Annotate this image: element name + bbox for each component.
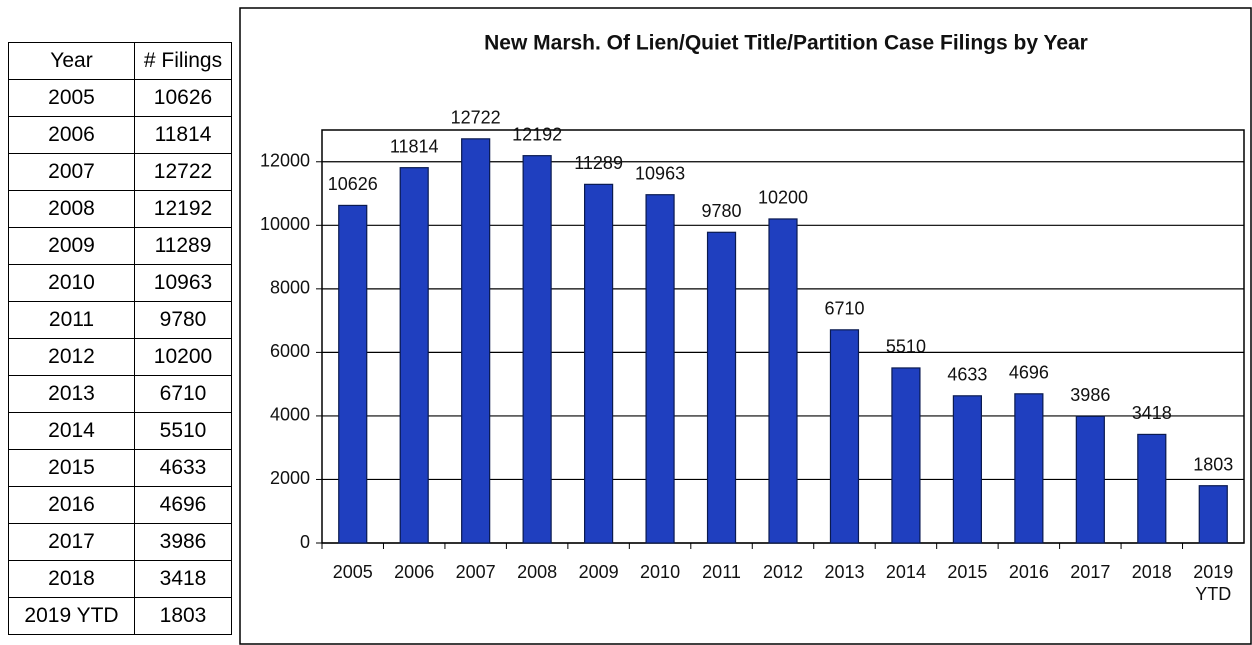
value-label: 12722 — [451, 108, 501, 128]
x-tick-label: 2016 — [1009, 562, 1049, 582]
chart-frame — [239, 7, 1252, 645]
table-cell: 2019 YTD — [8, 597, 135, 635]
y-tick-label: 10000 — [260, 214, 310, 234]
table-cell: 12192 — [134, 190, 232, 228]
bar — [645, 194, 675, 544]
y-tick-label: 0 — [300, 532, 310, 552]
value-label: 1803 — [1193, 454, 1233, 474]
bar — [891, 367, 921, 544]
x-tick-label: 2011 — [702, 562, 741, 582]
table-cell: 3418 — [134, 560, 232, 598]
bar — [1198, 485, 1228, 544]
y-tick-label: 6000 — [270, 341, 310, 361]
bar — [952, 395, 983, 544]
value-label: 11289 — [574, 153, 623, 173]
table-row: 2019 YTD 1803 — [8, 597, 232, 635]
header-cell: # Filings — [134, 42, 232, 80]
table-cell: 3986 — [134, 523, 232, 561]
x-tick-label: 2006 — [394, 562, 434, 582]
value-label: 5510 — [886, 337, 926, 357]
table-row: 2011 9780 — [8, 301, 232, 339]
bar — [399, 167, 429, 544]
x-tick-label: 2009 — [579, 562, 619, 582]
table-cell: 4633 — [134, 449, 232, 487]
table-cell: 2008 — [8, 190, 135, 228]
table-row: 2018 3418 — [8, 560, 232, 598]
chart-title: New Marsh. Of Lien/Quiet Title/Partition… — [484, 32, 1088, 55]
value-label: 4696 — [1009, 363, 1049, 383]
value-label: 10963 — [635, 163, 685, 183]
table-row: 2009 11289 — [8, 227, 232, 265]
header-cell: Year — [8, 42, 135, 80]
table-cell: 2018 — [8, 560, 135, 598]
bar — [829, 329, 860, 544]
table-cell: 9780 — [134, 301, 232, 339]
y-tick-label: 4000 — [270, 405, 310, 425]
bar — [583, 183, 614, 544]
bar — [768, 218, 798, 544]
value-label: 3418 — [1132, 403, 1172, 423]
table-row: 2013 6710 — [8, 375, 232, 413]
bar — [522, 155, 552, 544]
bar — [1137, 433, 1167, 544]
value-label: 3986 — [1070, 385, 1110, 405]
table-row: 2005 10626 — [8, 79, 232, 117]
x-tick-label: 2017 — [1070, 562, 1110, 582]
value-label: 12192 — [512, 124, 562, 144]
table-cell: 2007 — [8, 153, 135, 191]
table-row: 2012 10200 — [8, 338, 232, 376]
value-label: 4633 — [947, 365, 987, 385]
x-tick-label: 2007 — [456, 562, 496, 582]
bar — [1014, 393, 1044, 544]
table-cell: 4696 — [134, 486, 232, 524]
header-row: Year # Filings — [8, 42, 232, 80]
table-cell: 10963 — [134, 264, 232, 302]
bar — [706, 231, 737, 544]
value-label: 9780 — [702, 201, 742, 221]
value-label: 11814 — [390, 136, 439, 156]
x-tick-label: 2010 — [640, 562, 680, 582]
table-cell: 10626 — [134, 79, 232, 117]
table-row: 2014 5510 — [8, 412, 232, 450]
y-tick-label: 2000 — [270, 468, 310, 488]
table-row: 2007 12722 — [8, 153, 232, 191]
x-tick-label: 2005 — [333, 562, 373, 582]
table-row: 2008 12192 — [8, 190, 232, 228]
table-row: 2015 4633 — [8, 449, 232, 487]
table-row: 2017 3986 — [8, 523, 232, 561]
table-cell: 2016 — [8, 486, 135, 524]
table-cell: 2010 — [8, 264, 135, 302]
table-row: 2010 10963 — [8, 264, 232, 302]
x-tick-label: 2012 — [763, 562, 803, 582]
x-tick-label: 2015 — [947, 562, 987, 582]
data-table: Year # Filings 2005 10626 2006 11814 2007 12722… — [8, 42, 232, 635]
x-tick-label: 2019 YTD — [1193, 562, 1233, 604]
value-label: 6710 — [824, 299, 864, 319]
value-label: 10200 — [758, 188, 808, 208]
y-tick-label: 12000 — [260, 151, 310, 171]
table-cell: 2017 — [8, 523, 135, 561]
table-cell: 1803 — [134, 597, 232, 635]
table-row: 2006 11814 — [8, 116, 232, 154]
table-cell: 11289 — [134, 227, 232, 265]
table-cell: 2014 — [8, 412, 135, 450]
x-tick-label: 2018 — [1132, 562, 1172, 582]
table-cell: 11814 — [134, 116, 232, 154]
table-cell: 2012 — [8, 338, 135, 376]
table-cell: 6710 — [134, 375, 232, 413]
bar — [338, 204, 368, 544]
table-row: 2016 4696 — [8, 486, 232, 524]
table-cell: 2009 — [8, 227, 135, 265]
x-tick-label: 2008 — [517, 562, 557, 582]
bar — [1075, 415, 1105, 544]
table-cell: 12722 — [134, 153, 232, 191]
x-tick-label: 2014 — [886, 562, 926, 582]
x-tick-label: 2013 — [824, 562, 864, 582]
value-label: 10626 — [328, 174, 378, 194]
bar — [461, 138, 491, 544]
y-tick-label: 8000 — [270, 278, 310, 298]
table-cell: 2011 — [8, 301, 135, 339]
